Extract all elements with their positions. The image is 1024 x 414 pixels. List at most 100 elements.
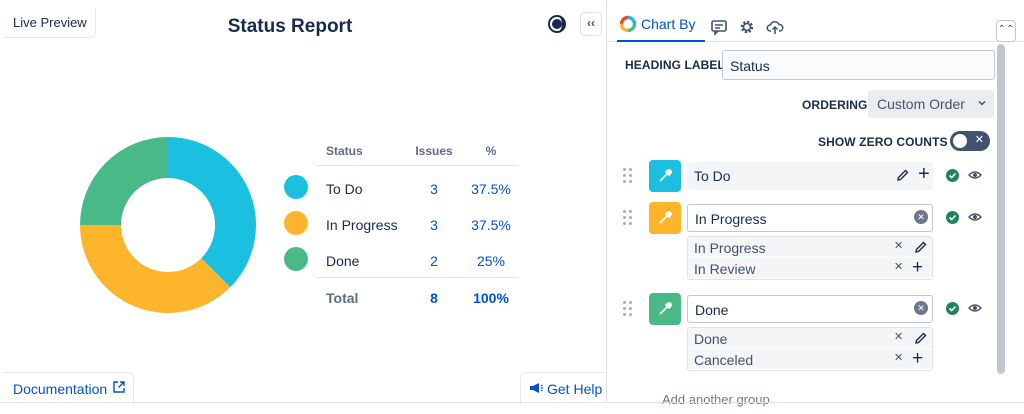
color-picker-icon <box>659 302 672 315</box>
comment-icon[interactable] <box>710 18 728 36</box>
tab-chart-by[interactable]: Chart By <box>617 14 705 42</box>
legend-dot <box>284 247 308 271</box>
mapped-status-row: Done ✕ <box>688 328 932 349</box>
color-picker-button[interactable] <box>649 202 681 234</box>
chevron-down-icon <box>978 100 986 106</box>
mapped-status-label: Canceled <box>694 352 754 368</box>
mapped-status-row: In Progress ✕ <box>688 237 932 258</box>
status-mapping-list: In Progress ✕ In Review ✕ + <box>687 236 933 280</box>
status-name-field[interactable]: To Do <box>687 162 933 190</box>
documentation-label: Documentation <box>13 381 108 397</box>
drag-handle-icon[interactable] <box>623 168 635 184</box>
legend-header-status: Status <box>326 144 363 158</box>
legend-total-divider <box>316 277 518 278</box>
external-link-icon <box>113 381 125 393</box>
mapped-status-label: In Progress <box>694 240 766 256</box>
add-group-hint[interactable]: Add another group <box>662 392 770 407</box>
legend-row-done: Done 2 25% <box>282 242 518 278</box>
check-icon[interactable] <box>946 302 959 315</box>
legend-issues-link[interactable]: 3 <box>430 181 438 197</box>
legend-header-percent: % <box>485 144 497 158</box>
status-name-field[interactable]: In Progress <box>687 204 933 232</box>
eye-icon[interactable] <box>968 302 982 314</box>
legend-percent: 37.5% <box>471 217 511 233</box>
panel-divider <box>606 0 607 402</box>
mapped-status-label: Done <box>694 331 728 347</box>
ordering-value: Custom Order <box>877 96 965 112</box>
clear-icon[interactable]: ✕ <box>914 301 928 315</box>
get-help-button[interactable]: Get Help <box>520 372 606 404</box>
collapse-icon: ‹‹ <box>587 16 595 30</box>
legend-label: Done <box>326 253 360 269</box>
donut-slice-to-do[interactable] <box>168 137 256 288</box>
drag-handle-icon[interactable] <box>623 301 635 317</box>
collapse-panel-button[interactable]: ‹‹ <box>580 12 602 36</box>
legend-label: In Progress <box>326 217 398 233</box>
heading-label-caption: HEADING LABEL <box>625 58 725 72</box>
gear-icon[interactable] <box>738 18 756 36</box>
color-picker-button[interactable] <box>649 160 681 192</box>
plus-icon[interactable]: + <box>912 257 924 278</box>
legend-percent: 25% <box>476 253 506 269</box>
zero-counts-toggle[interactable]: ✕ <box>950 131 990 151</box>
mapped-status-row: Canceled ✕ + <box>688 348 932 370</box>
check-icon[interactable] <box>946 169 959 182</box>
donut-slice-in-progress[interactable] <box>80 225 231 313</box>
theme-icon[interactable] <box>547 14 567 34</box>
zero-counts-caption: SHOW ZERO COUNTS <box>818 135 948 149</box>
config-scrollbar[interactable] <box>997 44 1005 374</box>
live-preview-tab[interactable]: Live Preview <box>4 8 96 38</box>
live-preview-panel: Live Preview Status Report ‹‹ Status Iss… <box>4 8 606 404</box>
drag-handle-icon[interactable] <box>623 210 635 226</box>
legend-dot <box>284 211 308 235</box>
check-icon[interactable] <box>946 211 959 224</box>
pencil-icon[interactable] <box>896 168 910 182</box>
expand-button[interactable]: ⌃⌃ <box>996 20 1016 42</box>
legend-total-label: Total <box>326 290 359 306</box>
ordering-caption: ORDERING <box>802 98 868 112</box>
remove-icon[interactable]: ✕ <box>894 352 904 364</box>
legend-row-in-progress: In Progress 3 37.5% <box>282 206 518 242</box>
legend-divider <box>316 165 518 166</box>
plus-icon[interactable]: + <box>918 163 930 185</box>
pencil-icon[interactable] <box>914 331 928 345</box>
remove-icon[interactable]: ✕ <box>894 261 904 273</box>
pencil-icon[interactable] <box>914 240 928 254</box>
legend-issues-link[interactable]: 3 <box>430 217 438 233</box>
legend-row-to-do: To Do 3 37.5% <box>282 170 518 206</box>
mapped-status-label: In Review <box>694 261 756 277</box>
legend-dot <box>284 175 308 199</box>
remove-icon[interactable]: ✕ <box>894 331 904 343</box>
cloud-upload-icon[interactable] <box>766 18 784 36</box>
tab-chart-by-label: Chart By <box>641 16 696 32</box>
clear-icon[interactable]: ✕ <box>914 210 928 224</box>
config-panel: Chart By ⌃⌃ HEADING LABEL Status ORDERIN… <box>607 0 1024 407</box>
expand-icon: ⌃⌃ <box>997 24 1015 35</box>
status-mapping-list: Done ✕ Canceled ✕ + <box>687 327 933 371</box>
donut-chart <box>80 137 256 313</box>
legend-issues-link[interactable]: 2 <box>430 253 438 269</box>
megaphone-icon <box>530 383 543 393</box>
chart-ring-icon <box>619 15 637 33</box>
get-help-label: Get Help <box>547 381 603 397</box>
eye-icon[interactable] <box>968 169 982 181</box>
report-title: Status Report <box>227 16 353 37</box>
toggle-off-icon: ✕ <box>974 134 984 146</box>
heading-label-input[interactable]: Status <box>722 50 995 80</box>
documentation-link[interactable]: Documentation <box>4 372 134 404</box>
color-picker-icon <box>659 169 672 182</box>
toggle-knob <box>953 134 967 148</box>
donut-slice-done[interactable] <box>80 137 168 225</box>
status-name-field[interactable]: Done <box>687 295 933 323</box>
eye-icon[interactable] <box>968 211 982 223</box>
legend-total-percent: 100% <box>473 290 509 306</box>
remove-icon[interactable]: ✕ <box>894 240 904 252</box>
color-picker-button[interactable] <box>649 293 681 325</box>
mapped-status-row: In Review ✕ + <box>688 257 932 279</box>
legend-total-issues[interactable]: 8 <box>430 290 438 306</box>
plus-icon[interactable]: + <box>912 348 924 369</box>
config-tabs: Chart By ⌃⌃ <box>607 8 1024 42</box>
color-picker-icon <box>659 211 672 224</box>
legend-label: To Do <box>326 181 363 197</box>
ordering-select[interactable]: Custom Order <box>868 90 994 118</box>
